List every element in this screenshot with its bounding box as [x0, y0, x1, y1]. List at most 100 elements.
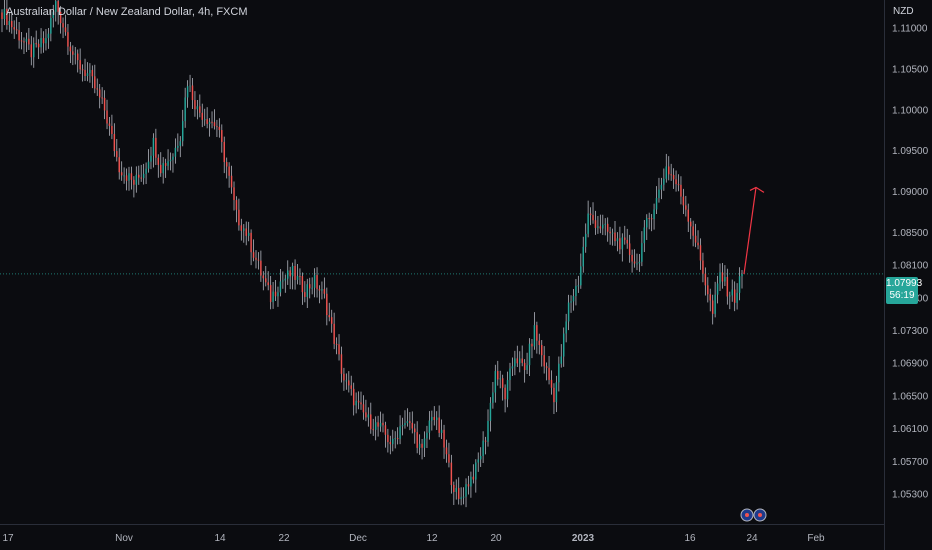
- candle-up: [135, 174, 138, 185]
- candle-down: [294, 265, 296, 280]
- candle-up: [636, 263, 638, 265]
- candle-up: [555, 382, 558, 403]
- candle-down: [606, 223, 609, 232]
- candle-down: [228, 166, 230, 176]
- candle-up: [567, 302, 570, 322]
- candle-up: [714, 294, 716, 314]
- candle-down: [438, 417, 440, 433]
- candle-down: [98, 89, 101, 98]
- candle-down: [624, 237, 626, 240]
- candle-down: [702, 260, 704, 274]
- candle-up: [562, 333, 565, 357]
- candle-down: [84, 70, 86, 77]
- candle-up: [282, 280, 284, 282]
- candle-down: [416, 432, 418, 448]
- projection-arrowhead: [749, 186, 765, 193]
- current-price-value: 1.07993: [886, 278, 923, 289]
- candle-down: [238, 209, 240, 226]
- candle-down: [308, 284, 311, 289]
- candle-up: [418, 443, 421, 448]
- candle-down: [704, 273, 707, 286]
- candle-up: [277, 292, 279, 297]
- candle-down: [206, 119, 208, 124]
- candle-up: [509, 368, 511, 380]
- candle-up: [243, 228, 245, 231]
- y-tick-label: 1.09000: [892, 187, 929, 198]
- candle-up: [492, 392, 494, 403]
- candle-down: [160, 164, 162, 174]
- candle-up: [296, 275, 299, 280]
- candle-up: [514, 358, 516, 367]
- x-tick-label: 16: [684, 533, 696, 544]
- x-tick-label: Feb: [807, 533, 825, 544]
- candle-down: [680, 184, 682, 197]
- candle-down: [589, 213, 592, 216]
- candle-up: [426, 432, 428, 439]
- candle-up: [611, 232, 614, 234]
- candle-down: [140, 177, 142, 179]
- projection-arrow-line: [743, 187, 757, 275]
- candle-up: [616, 238, 619, 242]
- candle-up: [729, 295, 731, 297]
- candle-up: [355, 400, 357, 406]
- candle-up: [89, 69, 91, 74]
- candle-down: [697, 242, 699, 246]
- candle-down: [221, 130, 223, 142]
- candle-up: [345, 380, 348, 382]
- candle-up: [184, 97, 186, 122]
- candle-down: [548, 367, 550, 380]
- candle-down: [111, 125, 113, 135]
- candle-down: [445, 447, 448, 455]
- candle-down: [23, 41, 25, 43]
- candle-down: [252, 252, 255, 258]
- current-price-badge: 1.07993 56:19: [886, 277, 923, 304]
- candle-up: [489, 402, 492, 421]
- price-axis-panel: [884, 0, 932, 550]
- candle-up: [440, 429, 443, 433]
- candle-up: [519, 358, 521, 364]
- candle-down: [668, 166, 670, 175]
- candle-down: [213, 122, 216, 127]
- candle-down: [448, 454, 450, 463]
- candle-down: [699, 245, 702, 261]
- candle-up: [186, 86, 189, 98]
- x-tick-label: 20: [490, 533, 502, 544]
- candle-down: [687, 209, 690, 222]
- candle-up: [189, 85, 191, 87]
- candle-up: [511, 366, 514, 369]
- candle-down: [516, 358, 519, 364]
- candle-down: [157, 157, 160, 165]
- candle-down: [11, 21, 13, 28]
- candle-down: [13, 27, 15, 30]
- candle-up: [272, 291, 274, 303]
- candle-up: [392, 438, 394, 445]
- candle-down: [484, 440, 487, 442]
- candle-down: [218, 126, 221, 131]
- candle-down: [318, 288, 321, 291]
- candle-up: [50, 18, 52, 34]
- candle-down: [69, 46, 72, 52]
- candle-up: [455, 488, 457, 492]
- candle-down: [328, 315, 330, 318]
- candle-down: [360, 402, 362, 405]
- candle-down: [245, 228, 247, 236]
- candle-up: [379, 422, 382, 427]
- candle-down: [201, 112, 203, 120]
- x-tick-label: 24: [746, 533, 758, 544]
- candle-down: [62, 23, 64, 28]
- candle-down: [101, 97, 103, 99]
- candle-up: [321, 289, 323, 291]
- candle-down: [536, 325, 538, 341]
- candle-down: [467, 484, 470, 487]
- candle-up: [575, 286, 577, 297]
- y-tick-label: 1.09500: [892, 146, 929, 157]
- bar-countdown: 56:19: [889, 290, 915, 301]
- candle-down: [670, 174, 672, 176]
- candle-up: [33, 43, 35, 58]
- candle-down: [299, 275, 301, 277]
- candle-up: [150, 155, 152, 162]
- candle-up: [479, 455, 482, 460]
- y-tick-label: 1.06100: [892, 424, 929, 435]
